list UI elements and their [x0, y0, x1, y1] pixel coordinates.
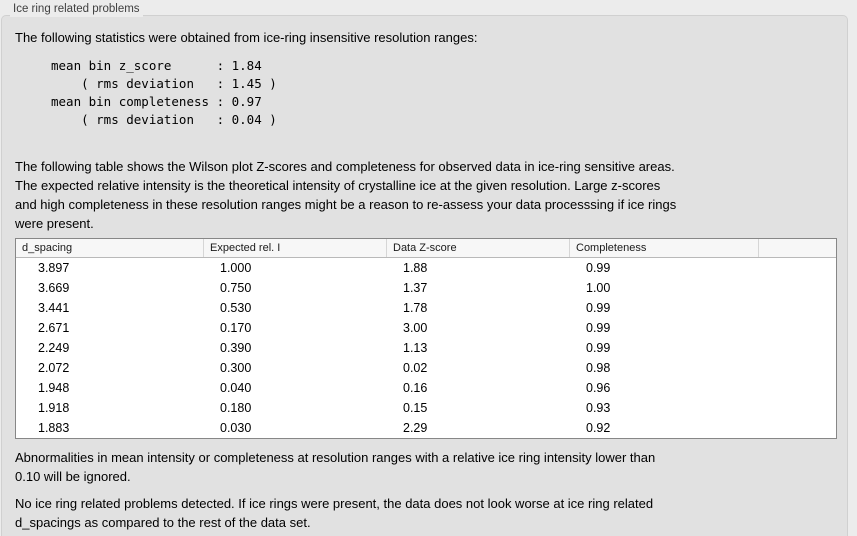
stats-values-block: mean bin z_score : 1.84 ( rms deviation … — [51, 58, 277, 127]
table-cell: 2.072 — [38, 361, 70, 375]
table-cell: 0.98 — [586, 361, 611, 375]
table-cell: 3.441 — [38, 301, 70, 315]
table-cell: 2.671 — [38, 321, 70, 335]
table-cell: 3.669 — [38, 281, 70, 295]
table-cell: 0.92 — [586, 421, 611, 435]
table-cell: 1.918 — [38, 401, 70, 415]
table-row[interactable]: 2.072 0.300 0.02 0.98 — [16, 358, 836, 378]
table-cell: 0.180 — [220, 401, 252, 415]
table-row[interactable]: 3.897 1.000 1.88 0.99 — [16, 258, 836, 278]
table-cell: 1.00 — [586, 281, 611, 295]
table-cell: 0.99 — [586, 321, 611, 335]
table-cell: 0.170 — [220, 321, 252, 335]
column-header[interactable]: d_spacing — [16, 239, 204, 257]
table-cell: 0.530 — [220, 301, 252, 315]
table-intro-text: The following table shows the Wilson plo… — [15, 159, 677, 231]
table-cell: 0.93 — [586, 401, 611, 415]
table-row[interactable]: 3.669 0.750 1.37 1.00 — [16, 278, 836, 298]
table-cell: 0.02 — [403, 361, 428, 375]
table-cell: 0.030 — [220, 421, 252, 435]
table-cell: 2.29 — [403, 421, 428, 435]
table-cell: 0.99 — [586, 341, 611, 355]
table-cell: 1.37 — [403, 281, 428, 295]
ice-ring-table: d_spacing Expected rel. I Data Z-score Comp… — [15, 238, 837, 439]
table-cell: 1.78 — [403, 301, 428, 315]
table-cell: 3.897 — [38, 261, 70, 275]
groupbox-title: Ice ring related problems — [10, 2, 143, 17]
table-cell: 0.750 — [220, 281, 252, 295]
table-cell — [759, 278, 836, 298]
table-cell — [759, 418, 836, 438]
table-cell: 1.88 — [403, 261, 428, 275]
table-row[interactable]: 3.441 0.530 1.78 0.99 — [16, 298, 836, 318]
table-cell — [759, 358, 836, 378]
table-cell — [759, 298, 836, 318]
table-cell — [759, 378, 836, 398]
table-cell: 2.249 — [38, 341, 70, 355]
table-cell: 0.300 — [220, 361, 252, 375]
table-cell: 1.883 — [38, 421, 70, 435]
table-cell — [759, 338, 836, 358]
table-cell: 0.16 — [403, 381, 428, 395]
table-row[interactable]: 2.249 0.390 1.13 0.99 — [16, 338, 836, 358]
table-row[interactable]: 1.918 0.180 0.15 0.93 — [16, 398, 836, 418]
table-cell — [759, 318, 836, 338]
table-cell: 0.390 — [220, 341, 252, 355]
table-cell: 0.99 — [586, 261, 611, 275]
table-cell: 1.000 — [220, 261, 252, 275]
table-cell — [759, 258, 836, 278]
table-cell: 1.948 — [38, 381, 70, 395]
column-header[interactable]: Expected rel. I — [204, 239, 387, 257]
stats-intro-text: The following statistics were obtained f… — [15, 30, 478, 45]
table-cell: 3.00 — [403, 321, 428, 335]
table-cell: 0.99 — [586, 301, 611, 315]
column-header[interactable]: Completeness — [570, 239, 759, 257]
table-body: 3.897 1.000 1.88 0.99 3.669 0.750 1.37 1.00 3.44… — [16, 258, 836, 438]
table-cell: 0.15 — [403, 401, 428, 415]
ignore-note-text: Abnormalities in mean intensity or compl… — [15, 450, 656, 484]
conclusion-text: No ice ring related problems detected. I… — [15, 496, 654, 530]
column-header[interactable] — [759, 239, 836, 257]
table-cell — [759, 398, 836, 418]
table-row[interactable]: 2.671 0.170 3.00 0.99 — [16, 318, 836, 338]
table-row[interactable]: 1.948 0.040 0.16 0.96 — [16, 378, 836, 398]
column-header[interactable]: Data Z-score — [387, 239, 570, 257]
table-row[interactable]: 1.883 0.030 2.29 0.92 — [16, 418, 836, 438]
table-header-row: d_spacing Expected rel. I Data Z-score Comp… — [16, 239, 836, 258]
table-cell: 0.040 — [220, 381, 252, 395]
ice-ring-panel: The following statistics were obtained f… — [1, 15, 848, 536]
table-cell: 0.96 — [586, 381, 611, 395]
table-cell: 1.13 — [403, 341, 428, 355]
